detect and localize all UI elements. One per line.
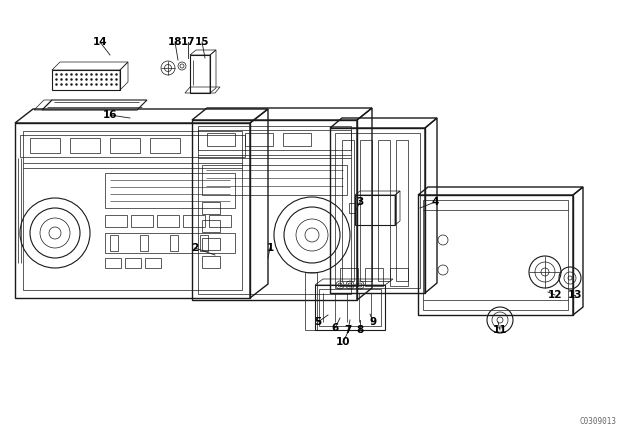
- Bar: [305, 272, 317, 330]
- Text: 2: 2: [191, 243, 198, 253]
- Bar: [198, 126, 351, 294]
- Bar: [355, 195, 395, 225]
- Bar: [23, 131, 242, 290]
- Bar: [198, 130, 351, 150]
- Bar: [15, 123, 250, 298]
- Bar: [418, 195, 573, 315]
- Bar: [125, 258, 141, 268]
- Bar: [202, 165, 347, 195]
- Bar: [283, 133, 311, 146]
- Bar: [105, 258, 121, 268]
- Bar: [342, 140, 354, 281]
- Text: 14: 14: [93, 37, 108, 47]
- Text: 7: 7: [344, 325, 352, 335]
- Bar: [378, 140, 390, 281]
- Bar: [365, 268, 383, 286]
- Text: C0309013: C0309013: [579, 418, 616, 426]
- Bar: [319, 289, 381, 326]
- Bar: [335, 133, 420, 288]
- Bar: [110, 235, 118, 251]
- Bar: [390, 268, 408, 286]
- Bar: [170, 235, 178, 251]
- Bar: [202, 256, 220, 268]
- Text: 18: 18: [168, 37, 182, 47]
- Bar: [183, 215, 205, 227]
- Bar: [145, 258, 161, 268]
- Bar: [157, 215, 179, 227]
- Bar: [423, 200, 568, 310]
- Bar: [105, 233, 235, 253]
- Bar: [209, 215, 231, 227]
- Bar: [30, 138, 60, 153]
- Text: 11: 11: [493, 325, 508, 335]
- Bar: [245, 133, 273, 146]
- Bar: [202, 220, 220, 232]
- Text: 8: 8: [356, 325, 364, 335]
- Text: 6: 6: [332, 323, 339, 333]
- Text: 15: 15: [195, 37, 209, 47]
- Bar: [70, 138, 100, 153]
- Bar: [330, 128, 425, 293]
- Bar: [340, 268, 358, 286]
- Bar: [202, 202, 220, 214]
- Bar: [349, 203, 355, 213]
- Bar: [20, 135, 245, 157]
- Text: 16: 16: [103, 110, 117, 120]
- Bar: [190, 55, 210, 93]
- Text: 12: 12: [548, 290, 563, 300]
- Bar: [110, 138, 140, 153]
- Bar: [52, 70, 120, 90]
- Bar: [131, 215, 153, 227]
- Bar: [315, 285, 385, 330]
- Bar: [207, 133, 235, 146]
- Bar: [140, 235, 148, 251]
- Text: 4: 4: [431, 197, 438, 207]
- Text: 17: 17: [180, 37, 195, 47]
- Text: 10: 10: [336, 337, 350, 347]
- Text: 1: 1: [266, 243, 274, 253]
- Text: 3: 3: [356, 197, 364, 207]
- Bar: [396, 140, 408, 281]
- Bar: [192, 120, 357, 300]
- Bar: [150, 138, 180, 153]
- Bar: [202, 238, 220, 250]
- Bar: [105, 215, 127, 227]
- Text: 5: 5: [314, 317, 322, 327]
- Bar: [105, 173, 235, 208]
- Bar: [360, 140, 372, 281]
- Text: 9: 9: [369, 317, 376, 327]
- Bar: [200, 235, 208, 251]
- Text: 13: 13: [568, 290, 582, 300]
